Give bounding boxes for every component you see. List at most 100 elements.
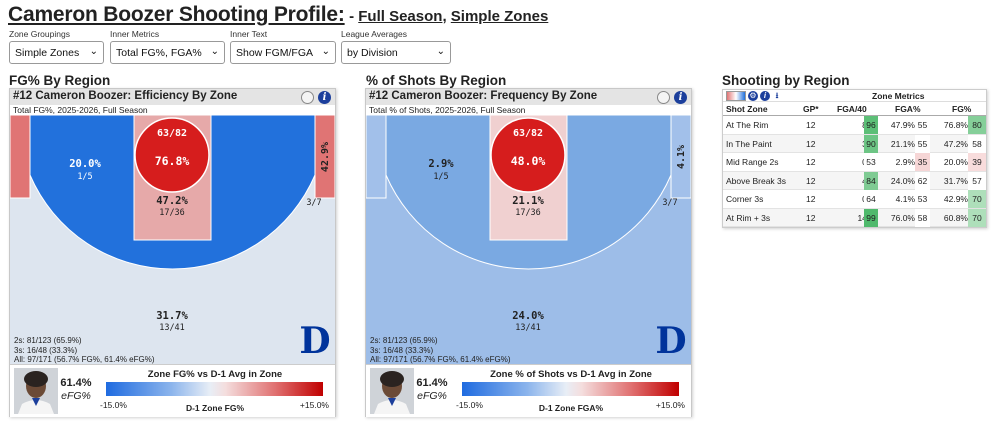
paint-count: 17/36 xyxy=(159,208,185,218)
panel-header: #12 Cameron Boozer: Efficiency By Zone i xyxy=(10,89,335,105)
table-section-title: Shooting by Region xyxy=(722,73,850,88)
league-averages-select[interactable]: by Division ⌄ xyxy=(341,41,451,64)
zone-rim[interactable] xyxy=(490,117,566,193)
efg-stat: 61.4% eFG% xyxy=(60,377,92,402)
avatar xyxy=(14,368,58,414)
fga-rank: 99 xyxy=(864,208,878,227)
panel-header: #12 Cameron Boozer: Frequency By Zone i xyxy=(366,89,691,105)
corner-count: 3/7 xyxy=(306,198,321,208)
avatar xyxy=(370,368,414,414)
zone-groupings-select[interactable]: Simple Zones ⌄ xyxy=(9,41,104,64)
col-fga-pct[interactable]: FGA% xyxy=(895,104,921,114)
three-value: 31.7% xyxy=(156,310,188,322)
fg-section-title: FG% By Region xyxy=(9,73,111,88)
zone-cell: At The Rim xyxy=(726,120,769,130)
paint-value: 47.2% xyxy=(156,195,188,207)
info-icon[interactable]: i xyxy=(318,91,331,104)
three-count: 13/41 xyxy=(515,323,541,333)
fga-rank: 64 xyxy=(864,190,878,208)
gp-cell: 12 xyxy=(806,138,816,149)
mid-count: 1/5 xyxy=(77,172,92,182)
mid-value: 2.9% xyxy=(428,158,454,170)
table-toolbar: ⚙ i ⭳ xyxy=(726,91,782,101)
legend-center: D-1 Zone FGA% xyxy=(538,403,604,413)
player-headshot-icon xyxy=(370,368,414,414)
shots-section-title: % of Shots By Region xyxy=(366,73,507,88)
zone-corner-left[interactable] xyxy=(366,115,387,199)
zone-corner-right[interactable] xyxy=(670,115,691,199)
chevron-down-icon: ⌄ xyxy=(210,46,219,57)
mid-value: 20.0% xyxy=(69,158,101,170)
col-fga40[interactable]: FGA/40 xyxy=(837,104,867,114)
inner-text-control: Inner Text Show FGM/FGA ⌄ xyxy=(230,29,336,64)
season-link[interactable]: Full Season xyxy=(358,8,443,25)
rim-count: 63/82 xyxy=(157,128,187,139)
duke-logo: D xyxy=(299,320,330,362)
zone-corner-left[interactable] xyxy=(10,115,31,199)
three-count: 13/41 xyxy=(159,323,185,333)
legend-footer: 61.4% eFG% Zone % of Shots vs D-1 Avg in … xyxy=(366,364,691,417)
corner-value: 4.1% xyxy=(676,145,687,169)
fg-rank: 70 xyxy=(968,208,986,227)
zones-link[interactable]: Simple Zones xyxy=(450,8,549,25)
page-title: Cameron Boozer Shooting Profile: - Full … xyxy=(8,3,549,26)
three-value: 24.0% xyxy=(512,310,544,322)
fg-rank: 70 xyxy=(968,190,986,208)
zone-groupings-control: Zone Groupings Simple Zones ⌄ xyxy=(9,29,104,64)
info-icon[interactable]: i xyxy=(674,91,687,104)
col-fg-pct[interactable]: FG% xyxy=(952,104,972,114)
fg-cell: 20.0% xyxy=(943,157,968,167)
court-chart: 63/82 48.0% 21.1% 17/36 2.9% 1/5 4.1% 3/… xyxy=(366,115,691,365)
inner-text-select[interactable]: Show FGM/FGA ⌄ xyxy=(230,41,336,64)
legend-gradient xyxy=(106,382,323,396)
legend-gradient xyxy=(462,382,679,396)
corner-value: 42.9% xyxy=(320,142,331,172)
fg-cell: 31.7% xyxy=(943,175,968,186)
toggle-circle-icon[interactable] xyxy=(301,91,314,104)
rim-value: 48.0% xyxy=(511,154,546,168)
fg-rank: 57 xyxy=(968,171,986,190)
chevron-down-icon: ⌄ xyxy=(89,46,98,57)
fgp-rank: 53 xyxy=(915,190,930,208)
gp-cell: 12 xyxy=(806,212,816,223)
legend-center: D-1 Zone FG% xyxy=(185,403,245,413)
legend-title: Zone % of Shots vs D-1 Avg in Zone xyxy=(490,369,652,380)
info-icon[interactable]: i xyxy=(760,91,770,101)
zone-rim[interactable] xyxy=(134,117,210,193)
paint-value: 21.1% xyxy=(512,195,544,207)
inner-metrics-select[interactable]: Total FG%, FGA% ⌄ xyxy=(110,41,225,64)
duke-logo: D xyxy=(655,320,686,362)
zone-cell: Above Break 3s xyxy=(726,175,787,186)
gp-cell: 12 xyxy=(806,157,816,167)
fg-rank: 58 xyxy=(968,134,986,153)
fgp-cell: 2.9% xyxy=(895,157,915,167)
zone-corner-right[interactable] xyxy=(314,115,335,199)
player-headshot-icon xyxy=(14,368,58,414)
legend-footer: 61.4% eFG% Zone FG% vs D-1 Avg in Zone -1… xyxy=(10,364,335,417)
zone-cell: Mid Range 2s xyxy=(726,157,779,167)
fga-rank: 90 xyxy=(864,134,878,153)
rim-value: 76.8% xyxy=(155,154,190,168)
toggle-circle-icon[interactable] xyxy=(657,91,670,104)
fg-cell: 76.8% xyxy=(943,120,968,130)
gp-cell: 12 xyxy=(806,120,816,130)
zone-cell: At Rim + 3s xyxy=(726,212,771,223)
col-gp[interactable]: GP* xyxy=(803,104,819,114)
chevron-down-icon: ⌄ xyxy=(436,46,445,57)
fga-rank: 96 xyxy=(864,116,878,134)
fga-rank: 84 xyxy=(864,171,878,190)
table-header: Shot Zone GP* FGA/40 FGA% FG% xyxy=(723,102,986,116)
settings-icon[interactable]: ⚙ xyxy=(748,91,758,101)
gp-cell: 12 xyxy=(806,194,816,204)
legend-min: -15.0% xyxy=(100,400,127,410)
col-shot-zone[interactable]: Shot Zone xyxy=(726,104,768,114)
inner-metrics-control: Inner Metrics Total FG%, FGA% ⌄ xyxy=(110,29,225,64)
legend-max: +15.0% xyxy=(299,400,329,410)
court-chart: 63/82 76.8% 47.2% 17/36 20.0% 1/5 42.9% … xyxy=(10,115,335,365)
download-icon[interactable]: ⭳ xyxy=(775,91,779,100)
color-scale-icon[interactable] xyxy=(726,91,746,101)
